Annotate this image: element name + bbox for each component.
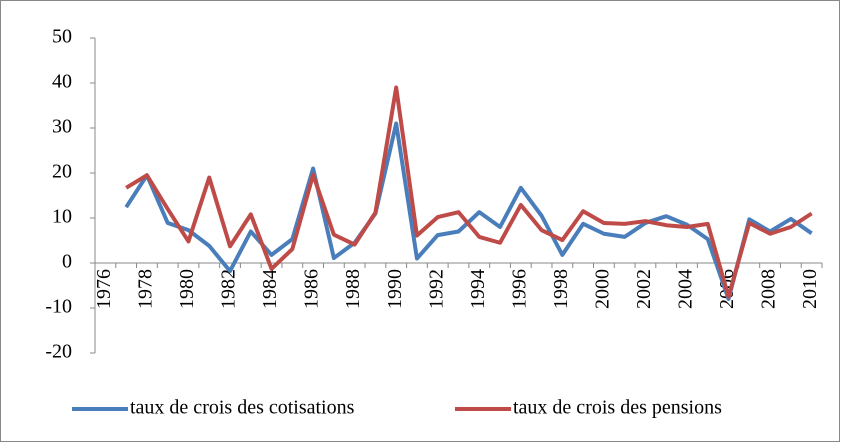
- y-tick-label: -20: [45, 341, 72, 363]
- x-tick-label: 1982: [218, 269, 240, 309]
- x-tick-label: 1992: [425, 269, 447, 309]
- y-tick-label: 40: [52, 71, 72, 93]
- x-tick-label: 1986: [301, 269, 323, 309]
- x-tick-label: 2004: [675, 269, 697, 309]
- y-tick-label: -10: [45, 296, 72, 318]
- x-tick-label: 1998: [550, 269, 572, 309]
- x-tick-label: 1990: [384, 269, 406, 309]
- y-tick-label: 10: [52, 206, 72, 228]
- x-tick-label: 1994: [467, 269, 489, 309]
- legend-label: taux de crois des pensions: [513, 397, 722, 419]
- x-tick-label: 2010: [799, 269, 821, 309]
- x-tick-label: 1980: [176, 269, 198, 309]
- x-tick-label: 2002: [633, 269, 655, 309]
- y-tick-label: 20: [52, 161, 72, 183]
- x-tick-label: 2008: [758, 269, 780, 309]
- series-line: [125, 85, 813, 299]
- x-tick-label: 1984: [259, 269, 281, 309]
- x-tick-label: 1978: [135, 269, 157, 309]
- y-tick-label: 30: [52, 116, 72, 138]
- x-tick-label: 1988: [342, 269, 364, 309]
- y-tick-label: 0: [62, 251, 72, 273]
- x-tick-label: 2000: [591, 269, 613, 309]
- x-tick-label: 1976: [93, 269, 115, 309]
- x-tick-label: 1996: [508, 269, 530, 309]
- legend-label: taux de crois des cotisations: [130, 397, 355, 419]
- y-tick-label: 50: [52, 26, 72, 48]
